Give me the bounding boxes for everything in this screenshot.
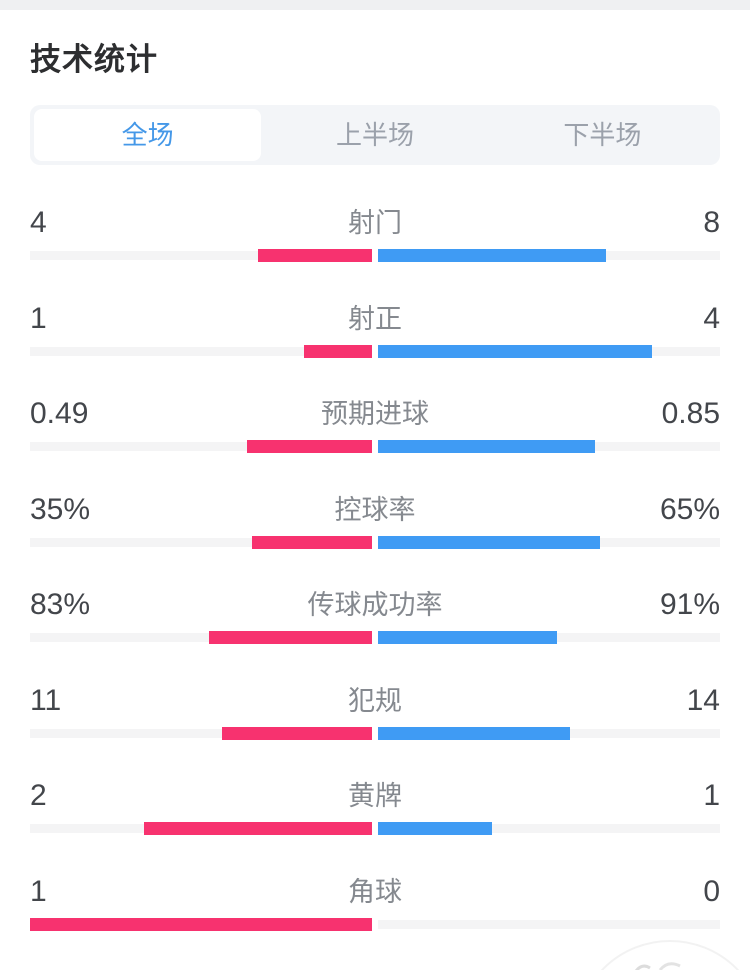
stat-away-value: 65% xyxy=(659,492,720,526)
away-bar xyxy=(378,249,606,262)
bar-track-left xyxy=(30,728,372,738)
away-bar xyxy=(378,726,570,740)
bar-track-left xyxy=(30,537,372,547)
stat-away-value: 0.85 xyxy=(661,397,720,430)
stat-bar-area xyxy=(30,344,720,358)
stat-home-value: 1 xyxy=(30,874,47,908)
stat-label: 射门 xyxy=(348,208,402,238)
watermark-glyph-icon xyxy=(634,962,681,970)
stat-line: 83% 传球成功率 91% xyxy=(30,588,720,621)
away-bar xyxy=(378,440,595,453)
stat-row: 35% 控球率 65% xyxy=(30,492,720,591)
stat-label: 黄牌 xyxy=(348,781,402,811)
stat-row: 11 犯规 14 xyxy=(30,683,720,782)
stat-line: 0.49 预期进球 0.85 xyxy=(30,397,720,430)
stat-row: 1 射正 4 xyxy=(30,301,720,400)
stat-away-value: 1 xyxy=(703,779,720,812)
stats-list: 4 射门 8 1 射正 4 0.49 预期进球 0.85 xyxy=(30,208,720,970)
stat-row: 1 角球 0 xyxy=(30,874,720,970)
stat-line: 1 射正 4 xyxy=(30,301,720,335)
stat-home-value: 2 xyxy=(30,779,47,812)
stat-bar-area xyxy=(30,917,720,931)
stat-line: 11 犯规 14 xyxy=(30,683,720,717)
stat-line: 2 黄牌 1 xyxy=(30,779,720,812)
page-title: 技术统计 xyxy=(30,42,158,77)
stat-bar-area xyxy=(30,726,720,740)
stat-line: 4 射门 8 xyxy=(30,206,720,239)
away-bar xyxy=(378,535,600,549)
stat-line: 1 角球 0 xyxy=(30,874,720,908)
stat-label: 角球 xyxy=(348,876,402,907)
stat-row: 2 黄牌 1 xyxy=(30,781,720,877)
bar-track-left xyxy=(30,442,372,451)
home-bar xyxy=(30,917,372,931)
home-bar xyxy=(209,631,372,644)
tabs-bar: 全场 上半场 下半场 xyxy=(30,105,720,165)
stat-label: 犯规 xyxy=(348,685,402,716)
stat-home-value: 83% xyxy=(30,588,91,621)
stat-home-value: 0.49 xyxy=(30,397,89,430)
stat-row: 83% 传球成功率 91% xyxy=(30,590,720,686)
stat-away-value: 4 xyxy=(703,301,720,335)
stat-bar-area xyxy=(30,631,720,644)
stat-home-value: 11 xyxy=(30,683,62,717)
stat-label: 射正 xyxy=(348,303,402,334)
stat-label: 传球成功率 xyxy=(307,590,443,620)
home-bar xyxy=(258,249,372,262)
bar-track-right xyxy=(378,919,720,929)
stat-bar-area xyxy=(30,822,720,835)
home-bar xyxy=(144,822,372,835)
stat-bar-area xyxy=(30,440,720,453)
stat-line: 35% 控球率 65% xyxy=(30,492,720,526)
stat-label: 控球率 xyxy=(334,494,416,525)
stat-bar-area xyxy=(30,249,720,262)
tab-first-half[interactable]: 上半场 xyxy=(335,120,414,150)
bar-track-right xyxy=(378,824,720,833)
stat-away-value: 91% xyxy=(659,588,720,621)
stat-away-value: 0 xyxy=(703,874,720,908)
away-bar xyxy=(378,631,557,644)
away-bar xyxy=(378,822,492,835)
tab-full-match[interactable]: 全场 xyxy=(34,109,262,161)
bar-track-left xyxy=(30,346,372,356)
stat-label: 预期进球 xyxy=(321,399,429,429)
home-bar xyxy=(252,535,372,549)
top-strip xyxy=(0,0,750,10)
home-bar xyxy=(247,440,372,453)
home-bar xyxy=(304,344,372,358)
tab-second-half[interactable]: 下半场 xyxy=(563,120,642,150)
bar-track-left xyxy=(30,633,372,642)
bar-track-left xyxy=(30,251,372,260)
stats-panel: 技术统计 全场 上半场 下半场 4 射门 8 1 射正 4 xyxy=(0,43,750,970)
stat-away-value: 14 xyxy=(686,683,720,717)
stat-away-value: 8 xyxy=(703,206,720,239)
stat-home-value: 1 xyxy=(30,301,47,335)
stat-row: 4 射门 8 xyxy=(30,208,720,304)
stat-home-value: 4 xyxy=(30,206,47,239)
away-bar xyxy=(378,344,652,358)
stat-home-value: 35% xyxy=(30,492,91,526)
stat-bar-area xyxy=(30,535,720,549)
home-bar xyxy=(222,726,372,740)
stat-row: 0.49 预期进球 0.85 xyxy=(30,399,720,495)
